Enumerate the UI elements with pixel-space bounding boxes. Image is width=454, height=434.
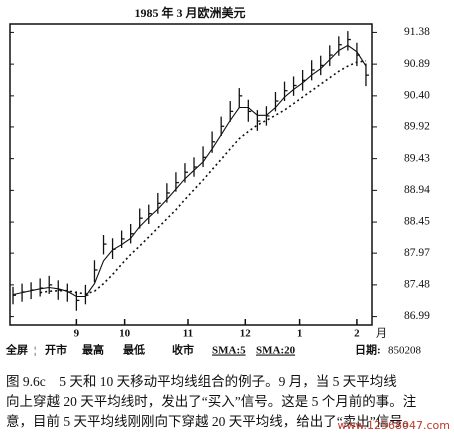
separator: ¦ bbox=[34, 345, 36, 357]
y-tick-label: 89.92 bbox=[404, 121, 430, 133]
date-value: 850208 bbox=[388, 345, 422, 357]
y-tick-label: 87.97 bbox=[404, 247, 430, 259]
caption-line: 向上穿越 20 天平均线时，发出了“买入”信号。这是 5 个月前的事。注 bbox=[6, 393, 416, 409]
field-label: 收市 bbox=[172, 343, 194, 357]
chart-title: 1985 年 3 月欧洲美元 bbox=[134, 5, 245, 20]
field-label: 最高 bbox=[82, 343, 104, 357]
field-label: 全屏 bbox=[5, 343, 28, 357]
date-label: 日期: bbox=[355, 343, 381, 357]
x-tick-label: 2 bbox=[354, 328, 360, 340]
caption-line: 意，目前 5 天平均线刚刚向下穿越 20 天平均线，给出了“卖出”信号。 bbox=[6, 413, 416, 429]
legend-label: SMA:5 bbox=[212, 345, 246, 357]
y-tick-label: 87.48 bbox=[404, 279, 430, 291]
x-tick-label: 9 bbox=[74, 328, 80, 340]
legend-label: SMA:20 bbox=[256, 345, 296, 357]
sma-line bbox=[12, 44, 367, 298]
field-label: 最低 bbox=[123, 343, 145, 357]
y-tick-label: 90.40 bbox=[404, 89, 430, 101]
y-tick-label: 90.89 bbox=[404, 58, 430, 70]
x-tick-label: 10 bbox=[119, 328, 131, 340]
caption-line: 图 9.6c 5 天和 10 天移动平均线组合的例子。9 月，当 5 天平均线 bbox=[6, 374, 397, 389]
y-tick-label: 89.43 bbox=[404, 152, 430, 164]
sma-line bbox=[40, 60, 367, 295]
y-tick-label: 88.45 bbox=[404, 216, 430, 228]
field-label: 开市 bbox=[45, 343, 67, 357]
y-tick-label: 86.99 bbox=[404, 310, 430, 322]
x-unit: 月 bbox=[376, 328, 387, 340]
y-tick-label: 88.94 bbox=[404, 184, 430, 196]
plot-frame bbox=[9, 23, 373, 326]
y-tick-label: 91.38 bbox=[404, 26, 430, 38]
x-tick-label: 1 bbox=[297, 328, 303, 340]
x-tick-label: 11 bbox=[183, 328, 193, 340]
x-tick-label: 12 bbox=[240, 328, 252, 340]
watermark: www.12568047.com bbox=[338, 419, 450, 432]
